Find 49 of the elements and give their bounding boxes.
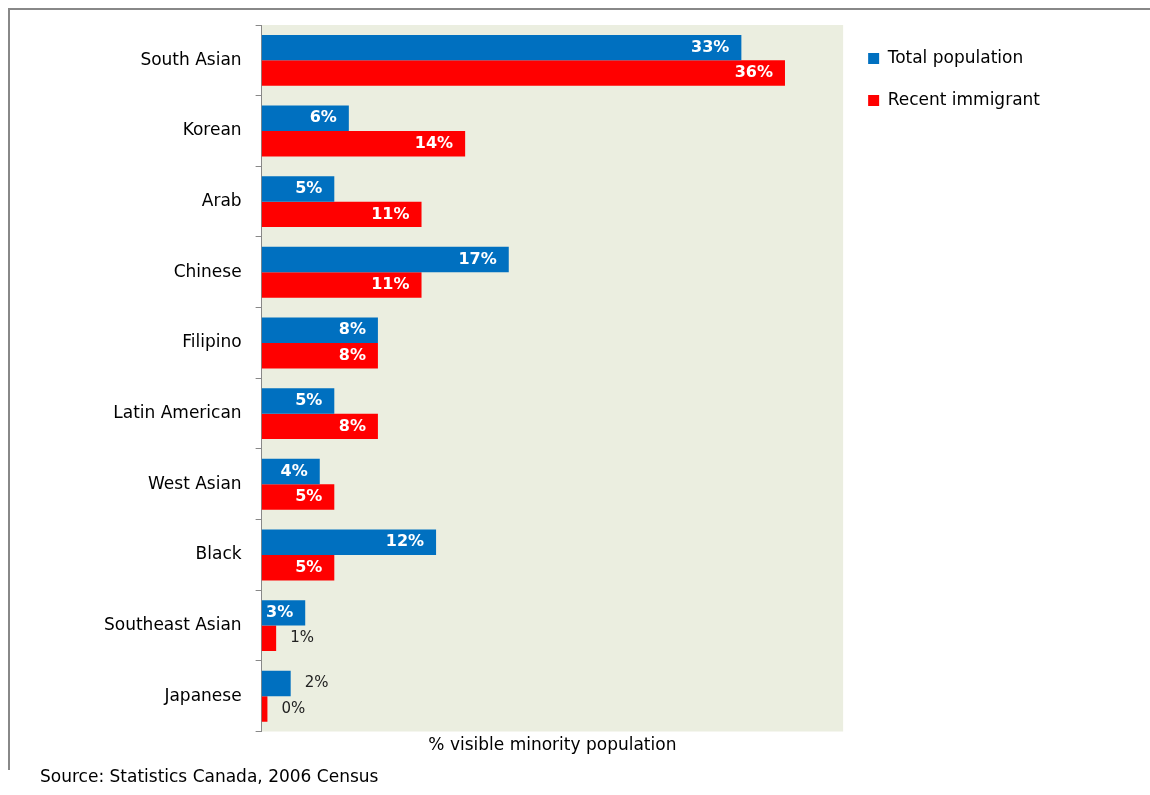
data-label: 5% (295, 486, 323, 506)
bar (261, 625, 277, 652)
bar (261, 670, 291, 697)
y-tick-label: Filipino (182, 331, 242, 352)
bar (261, 176, 335, 202)
y-tick-label: Latin American (113, 402, 242, 423)
y-tick-label: Chinese (173, 260, 242, 281)
data-label: 11% (371, 203, 410, 223)
data-label: 8% (338, 415, 366, 435)
data-label: 36% (734, 62, 773, 82)
data-label: 5% (295, 178, 323, 198)
data-label: 6% (309, 107, 337, 127)
y-tick-label: Korean (182, 119, 242, 140)
legend-label: Total population (886, 46, 1024, 67)
data-label: 17% (458, 248, 497, 268)
y-tick-label: West Asian (148, 472, 242, 493)
data-label: 1% (290, 628, 314, 647)
x-axis-title: % visible minority population (428, 734, 677, 755)
bar (261, 201, 422, 228)
bar (261, 342, 378, 369)
data-label: 33% (691, 36, 730, 56)
bar (261, 529, 437, 555)
bar (261, 484, 335, 510)
y-tick-label: South Asian (140, 48, 242, 69)
bar (261, 246, 509, 273)
data-label: 2% (304, 673, 329, 692)
bar (261, 60, 785, 86)
data-label: 3% (266, 602, 294, 622)
bar (261, 388, 335, 414)
bar (261, 413, 378, 440)
data-label: 14% (414, 132, 454, 152)
source-note: Source: Statistics Canada, 2006 Census (40, 766, 379, 786)
data-label: 0% (281, 698, 306, 717)
y-tick-label: Japanese (163, 684, 242, 705)
bar (261, 317, 378, 343)
data-label: 12% (385, 531, 425, 551)
data-label: 8% (338, 344, 366, 364)
y-tick-label: Black (195, 543, 242, 564)
y-tick-label: Arab (201, 190, 242, 211)
data-label: 5% (295, 390, 323, 410)
bar (261, 272, 422, 298)
bar (261, 34, 742, 61)
data-label: 8% (338, 319, 366, 339)
legend-label: Recent immigrant (887, 88, 1041, 109)
data-label: 4% (280, 460, 308, 480)
data-label: 11% (371, 274, 410, 294)
data-label: 5% (295, 556, 323, 576)
y-tick-label: Southeast Asian (103, 614, 242, 635)
bar (261, 130, 466, 157)
